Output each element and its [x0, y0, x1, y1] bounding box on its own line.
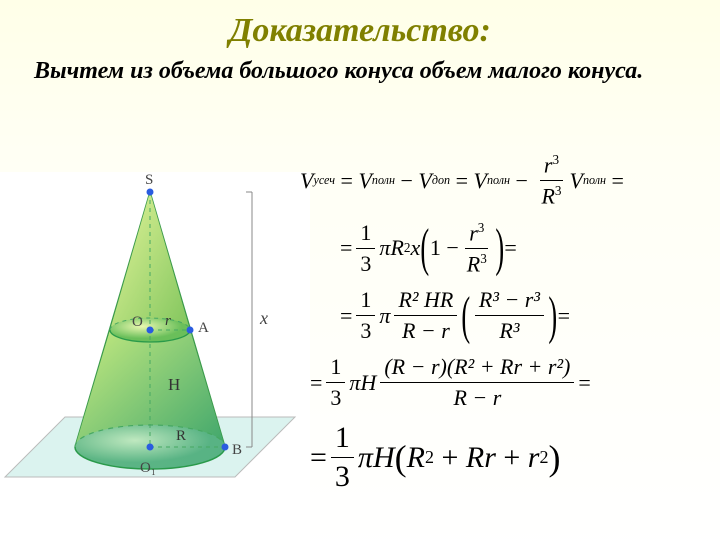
- point-A: [187, 327, 194, 334]
- label-S: S: [145, 172, 153, 188]
- page-title: Доказательство:: [0, 12, 720, 50]
- label-x: x: [259, 308, 268, 328]
- subtitle: Вычтем из объема большого конуса объем м…: [34, 56, 672, 86]
- equation-5: = 1 3 πH ( R2 + Rr + r2 ): [310, 421, 710, 494]
- equation-2: = 1 3 πR2x ( 1 − r3 R3 ) =: [340, 220, 710, 278]
- label-A: A: [198, 320, 209, 336]
- point-S: [147, 189, 154, 196]
- derivation: Vусеч = Vполн − Vдоп = Vполн − r3 R3 Vпо…: [300, 142, 710, 504]
- cone-diagram: S O A r H R O₁ B x: [0, 172, 310, 542]
- point-O1: [147, 444, 154, 451]
- point-B: [222, 444, 229, 451]
- point-O: [147, 327, 154, 334]
- equation-1: Vусеч = Vполн − Vдоп = Vполн − r3 R3 Vпо…: [300, 152, 710, 210]
- label-R: R: [176, 428, 186, 444]
- label-O1: O₁: [140, 460, 156, 476]
- label-B: B: [232, 442, 242, 458]
- label-O: O: [132, 314, 143, 330]
- equation-3: = 1 3 π R² HR R − r ( R³ − r³ R³ ) =: [340, 287, 710, 344]
- label-H: H: [168, 375, 180, 394]
- V-usech: V: [300, 168, 313, 194]
- equation-4: = 1 3 πH (R − r)(R² + Rr + r²) R − r =: [310, 354, 710, 411]
- label-r: r: [165, 313, 171, 329]
